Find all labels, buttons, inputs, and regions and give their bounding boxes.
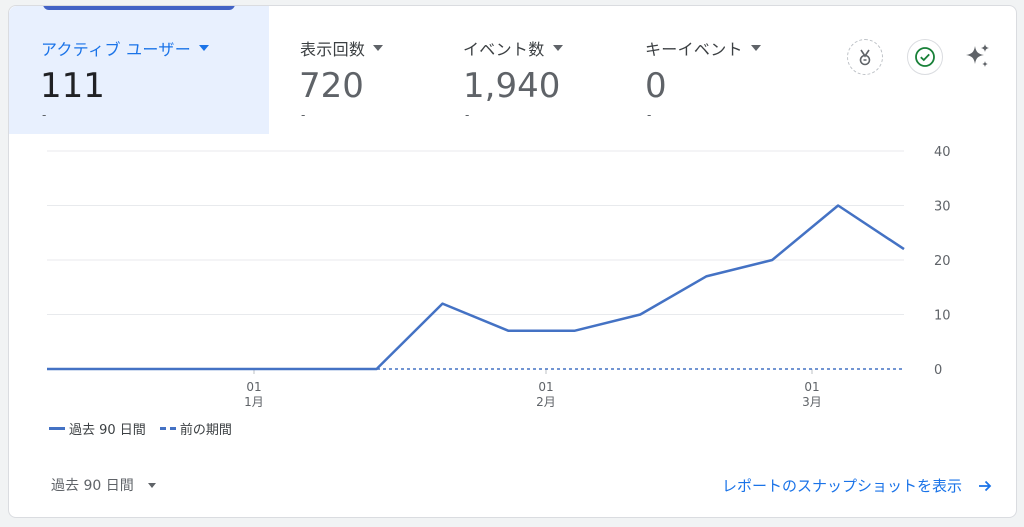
metric-change-views: - [301, 108, 306, 122]
y-tick-label: 0 [934, 363, 942, 378]
metric-label-key-events: キーイベント [645, 36, 761, 60]
metric-value-events: 1,940 [463, 66, 561, 106]
x-tick-month: 3月 [802, 395, 822, 409]
view-snapshot-link[interactable]: レポートのスナップショットを表示 [722, 475, 994, 496]
insights-badge-icon[interactable] [847, 39, 883, 75]
metric-value-active-users: 111 [40, 66, 105, 106]
y-tick-label: 10 [934, 309, 951, 324]
series-line-current [47, 204, 905, 371]
sparkle-icon[interactable] [961, 39, 995, 73]
chart-legend: 過去 90 日間 前の期間 [49, 419, 246, 438]
check-circle-icon[interactable] [907, 39, 943, 75]
summary-card: アクティブ ユーザー 111 - 表示回数 720 - イベント数 1,940 … [8, 5, 1017, 518]
caret-down-icon[interactable] [750, 45, 761, 51]
date-range-label: 過去 90 日間 [51, 478, 134, 494]
selected-indicator [43, 6, 235, 10]
snapshot-link-label: レポートのスナップショットを表示 [721, 477, 962, 495]
caret-down-icon[interactable] [552, 45, 563, 51]
x-tick-month: 1月 [244, 395, 264, 409]
legend-label: 過去 90 日間 [69, 423, 146, 438]
caret-down-icon[interactable] [199, 45, 210, 51]
y-tick-label: 20 [934, 254, 951, 269]
metric-label-events: イベント数 [463, 36, 563, 60]
metric-label-text: 表示回数 [300, 40, 366, 59]
legend-swatch-solid [49, 427, 65, 430]
metric-change-events: - [465, 108, 470, 122]
metric-change-key-events: - [647, 108, 652, 122]
arrow-right-icon [979, 480, 992, 491]
metric-label-text: キーイベント [645, 40, 743, 59]
check-circle-icon-glyph [915, 47, 935, 67]
legend-label: 前の期間 [179, 423, 232, 438]
caret-down-icon[interactable] [373, 45, 384, 51]
sparkle-icon-glyph [966, 44, 989, 67]
insights-badge-icon-glyph [859, 49, 871, 66]
x-tick-month: 2月 [536, 395, 556, 409]
legend-item-previous[interactable]: 前の期間 [159, 419, 232, 438]
metric-tab-key-events[interactable]: キーイベント 0 - [615, 6, 815, 134]
caret-down-icon [147, 482, 156, 488]
x-tick-day: 01 [246, 380, 261, 394]
legend-item-current[interactable]: 過去 90 日間 [49, 419, 146, 438]
metric-tab-active-users[interactable]: アクティブ ユーザー 111 - [9, 6, 269, 134]
y-tick-label: 40 [934, 145, 951, 160]
metric-tab-events[interactable]: イベント数 1,940 - [433, 6, 615, 134]
x-tick-day: 01 [804, 380, 819, 394]
metric-tab-views[interactable]: 表示回数 720 - [269, 6, 433, 134]
metric-label-active-users: アクティブ ユーザー [41, 36, 210, 60]
metric-value-views: 720 [299, 66, 364, 106]
metric-label-views: 表示回数 [300, 36, 384, 60]
metric-label-text: イベント数 [463, 40, 545, 59]
y-tick-label: 30 [934, 200, 951, 215]
metric-change-active-users: - [42, 108, 47, 122]
legend-swatch-dashed [159, 427, 176, 430]
date-range-selector[interactable]: 過去 90 日間 [51, 475, 156, 495]
x-tick-day: 01 [538, 380, 553, 394]
metric-value-key-events: 0 [645, 66, 667, 106]
metric-label-text: アクティブ ユーザー [41, 40, 192, 59]
